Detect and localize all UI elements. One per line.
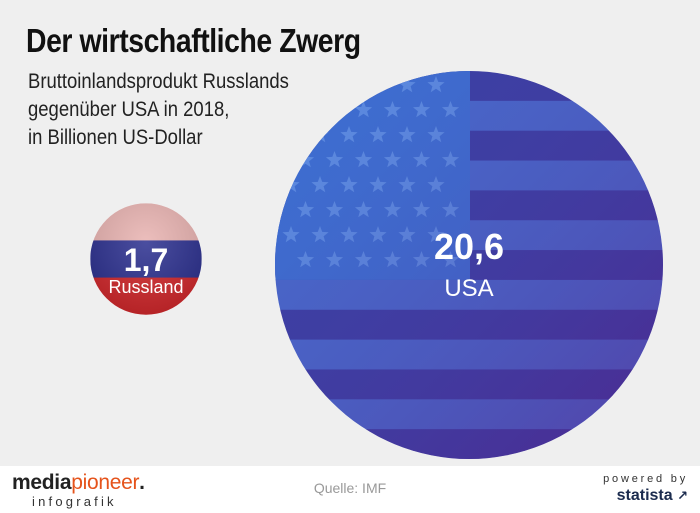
category-label-usa: USA <box>444 275 493 302</box>
mediapioneer-logo[interactable]: mediapioneer. infografik <box>12 472 145 510</box>
logo-wordmark: mediapioneer. <box>12 472 145 494</box>
subtitle-line-1: Bruttoinlandsprodukt Russlands <box>28 70 289 93</box>
logo-suffix: . <box>139 471 145 494</box>
logo-subtitle: infografik <box>32 494 117 509</box>
source-note: Quelle: IMF <box>313 480 387 496</box>
subtitle-line-2: gegenüber USA in 2018, <box>28 98 230 121</box>
logo-accent: pioneer <box>71 471 140 494</box>
statista-wordmark: statista ↗ <box>603 486 688 506</box>
logo-prefix: media <box>12 471 72 494</box>
chart-subtitle: Bruttoinlandsprodukt Russlands gegenüber… <box>28 68 289 152</box>
footer: mediapioneer. infografik Quelle: IMF pow… <box>0 466 700 513</box>
powered-by-label: powered by <box>603 473 688 485</box>
bubble-usa <box>275 71 663 459</box>
category-label-russland: Russland <box>108 277 183 297</box>
data-label-russland: 1,7 <box>124 242 168 278</box>
statista-arrow-icon: ↗ <box>677 488 688 503</box>
subtitle-line-3: in Billionen US-Dollar <box>28 126 203 149</box>
statista-logo[interactable]: powered by statista ↗ <box>603 472 688 506</box>
chart-title: Der wirtschaftliche Zwerg <box>26 22 361 59</box>
statista-brand-text: statista <box>616 487 673 504</box>
data-label-usa: 20,6 <box>434 226 504 267</box>
